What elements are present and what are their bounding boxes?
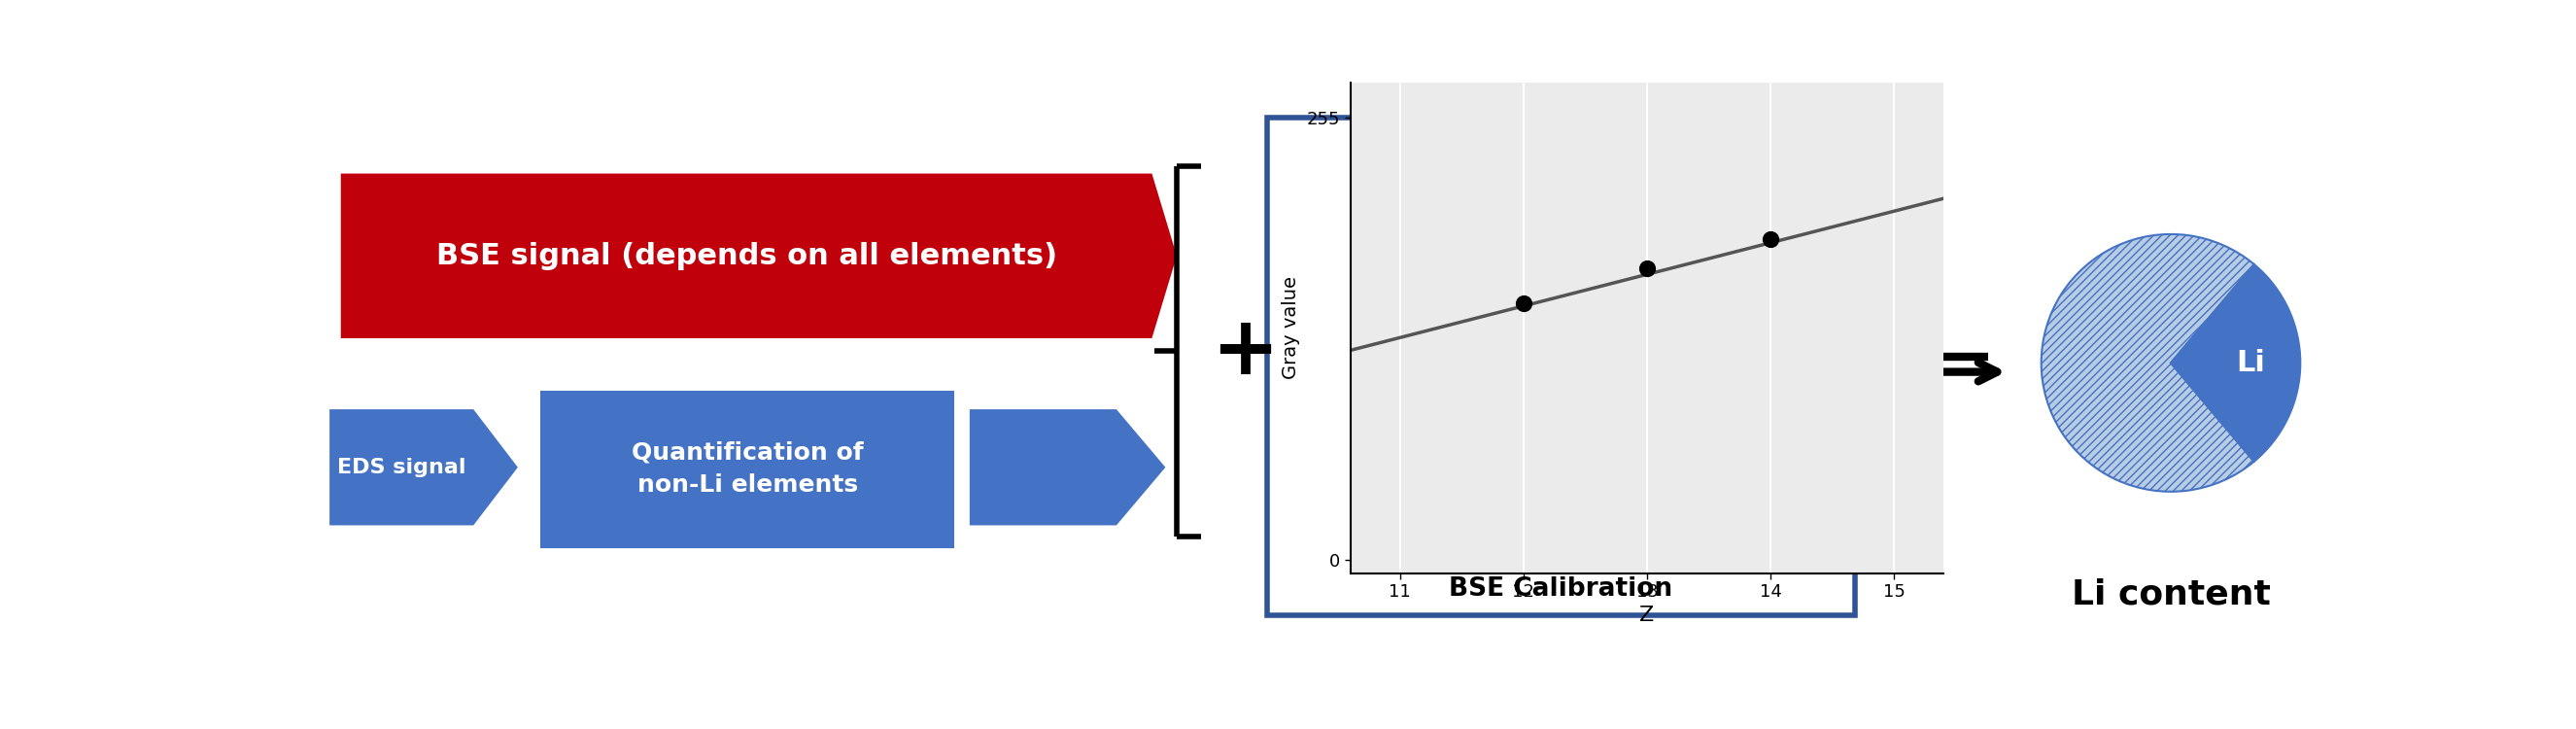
Y-axis label: Gray value: Gray value (1283, 276, 1301, 380)
Text: Li content: Li content (2071, 578, 2269, 612)
Polygon shape (340, 174, 1177, 338)
Wedge shape (2040, 234, 2254, 491)
Polygon shape (969, 409, 1164, 526)
Text: EDS signal: EDS signal (337, 458, 466, 477)
Text: Quantification of
non-Li elements: Quantification of non-Li elements (631, 441, 863, 497)
FancyBboxPatch shape (541, 391, 956, 547)
Text: +: + (1211, 312, 1278, 391)
Point (1502, 297, 1543, 309)
Wedge shape (2172, 265, 2300, 461)
Polygon shape (330, 409, 518, 526)
Point (1625, 262, 1667, 274)
X-axis label: Z: Z (1641, 605, 1654, 625)
Text: BSE Calibration: BSE Calibration (1448, 577, 1672, 601)
Text: BSE signal (depends on all elements): BSE signal (depends on all elements) (435, 242, 1056, 270)
FancyBboxPatch shape (1267, 117, 1855, 615)
Point (1749, 233, 1790, 244)
Text: Li: Li (2236, 348, 2267, 377)
